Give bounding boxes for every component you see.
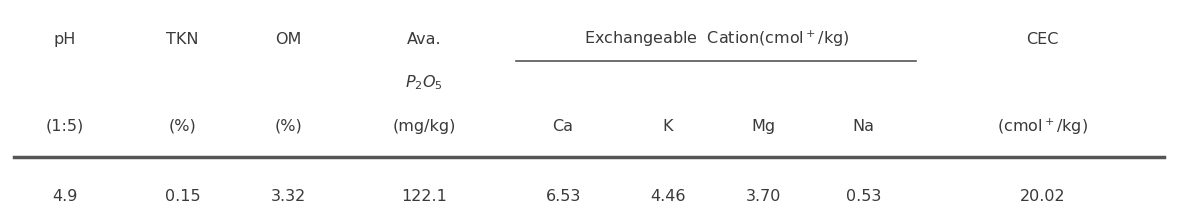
Text: Mg: Mg [752,119,775,134]
Text: 6.53: 6.53 [545,189,581,204]
Text: (%): (%) [274,119,303,134]
Text: Exchangeable  Cation(cmol$^+$/kg): Exchangeable Cation(cmol$^+$/kg) [583,29,849,49]
Text: 3.32: 3.32 [271,189,306,204]
Text: CEC: CEC [1026,32,1059,47]
Text: Ca: Ca [552,119,574,134]
Text: 0.53: 0.53 [846,189,881,204]
Text: Na: Na [853,119,874,134]
Text: (1:5): (1:5) [46,119,84,134]
Text: 3.70: 3.70 [746,189,781,204]
Text: 4.46: 4.46 [650,189,686,204]
Text: 122.1: 122.1 [402,189,446,204]
Text: TKN: TKN [166,32,199,47]
Text: 0.15: 0.15 [165,189,200,204]
Text: OM: OM [276,32,302,47]
Text: $P_2O_5$: $P_2O_5$ [405,73,443,92]
Text: pH: pH [54,32,75,47]
Text: Ava.: Ava. [406,32,442,47]
Text: 20.02: 20.02 [1020,189,1065,204]
Text: K: K [663,119,673,134]
Text: (mg/kg): (mg/kg) [392,119,456,134]
Text: 4.9: 4.9 [52,189,78,204]
Text: (%): (%) [168,119,197,134]
Text: (cmol$^+$/kg): (cmol$^+$/kg) [997,116,1088,137]
